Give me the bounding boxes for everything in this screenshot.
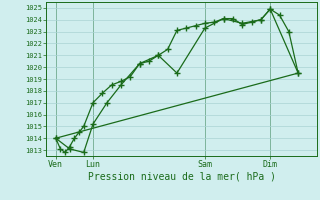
X-axis label: Pression niveau de la mer( hPa ): Pression niveau de la mer( hPa ) [88,172,276,182]
